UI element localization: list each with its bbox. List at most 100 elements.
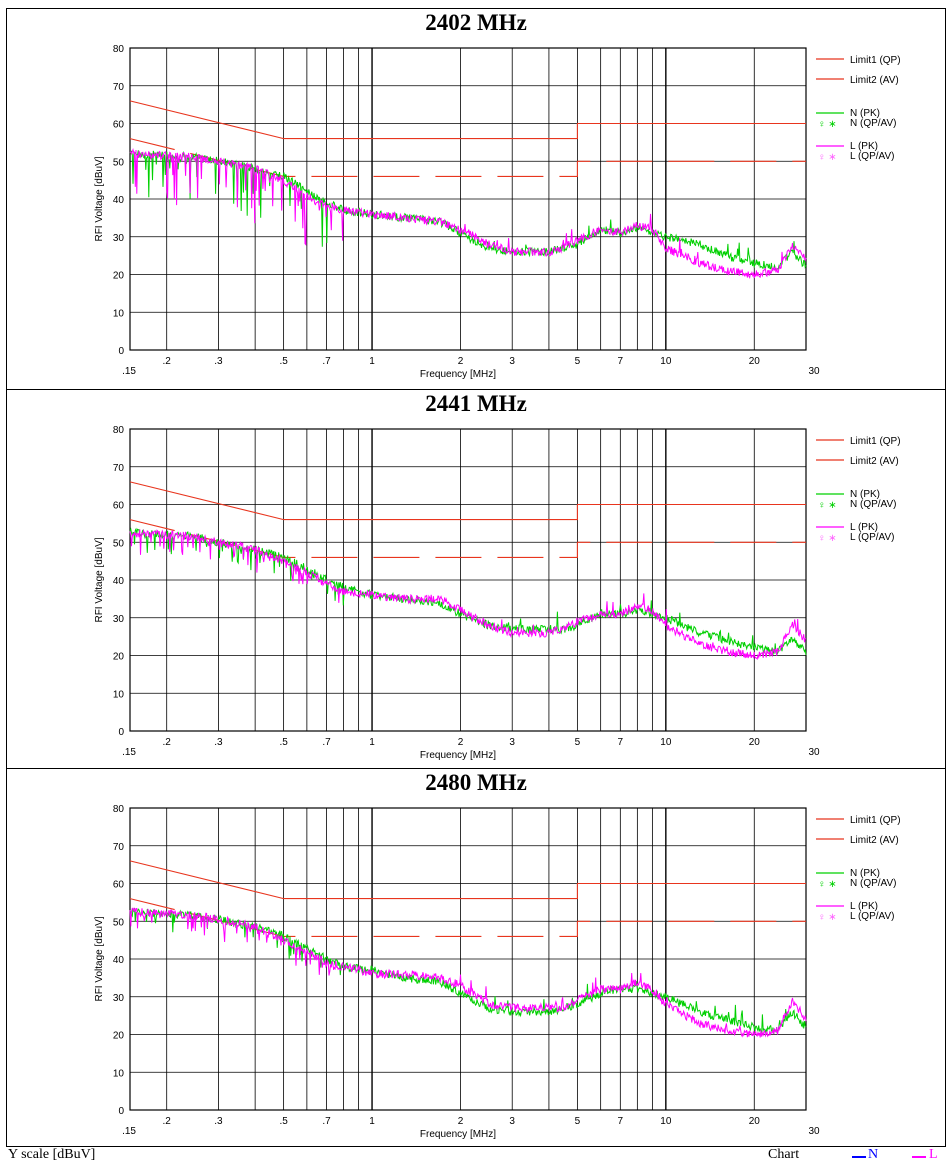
x-tick-label: 2 [458, 1116, 464, 1127]
x-tick-label: 1 [369, 356, 375, 367]
y-tick-label: 20 [113, 1031, 125, 1042]
report-footer: Y scale [dBuV] Chart N L [0, 1147, 948, 1167]
x-tick-label: .5 [279, 356, 288, 367]
footer-l-legend-line [912, 1156, 926, 1158]
limit-av-line [129, 898, 806, 937]
y-tick-label: 20 [113, 271, 125, 282]
x-tick-label: 10 [660, 356, 672, 367]
footer-n-legend-line [852, 1156, 866, 1158]
x-tick-label: 30 [808, 747, 820, 758]
x-tick-label: 20 [749, 737, 761, 748]
x-tick-label: .15 [122, 747, 136, 758]
x-tick-label: 2 [458, 737, 464, 748]
x-tick-label: 3 [509, 1116, 515, 1127]
chart-legend: Limit1 (QP) Limit2 (AV) N (PK) ♀ ∗ N (QP/AV)… [816, 55, 901, 163]
emission-chart-2441: 0 10 20 30 40 50 60 70 80 .15 .2 .3 .5 .7 1 2 3 5 7 10 20 30 F… [94, 425, 901, 761]
x-tick-label: .3 [214, 737, 223, 748]
x-tick-label: .3 [214, 1116, 223, 1127]
trace-n-pk [129, 907, 807, 1035]
trace-l-pk [129, 148, 807, 280]
legend-n-qpav-marker-icon: ♀ ∗ [818, 119, 837, 130]
y-tick-label: 40 [113, 195, 125, 206]
y-tick-label: 30 [113, 233, 125, 244]
y-tick-label: 70 [113, 463, 125, 474]
y-tick-label: 10 [113, 308, 125, 319]
y-axis-label: RFI Voltage [dBuV] [94, 916, 105, 1001]
y-tick-label: 50 [113, 157, 125, 168]
x-tick-label: 3 [509, 356, 515, 367]
y-axis-label: RFI Voltage [dBuV] [94, 537, 105, 622]
x-tick-label: 5 [575, 737, 581, 748]
y-axis-label: RFI Voltage [dBuV] [94, 156, 105, 241]
x-tick-label: .2 [163, 737, 172, 748]
limit-qp-line [129, 481, 806, 521]
footer-chart-label: Chart [768, 1147, 800, 1162]
chart-title-2441: 2441 MHz [425, 391, 527, 416]
x-tick-label: .7 [322, 1116, 331, 1127]
trace-l-pk [129, 528, 807, 661]
trace-l-pk [129, 907, 807, 1038]
y-tick-label: 20 [113, 652, 125, 663]
emission-chart-2480: 0 10 20 30 40 50 60 70 80 .15 .2 .3 .5 .7 1 2 3 5 7 10 20 30 F… [94, 804, 901, 1140]
legend-n-qpav-label: N (QP/AV) [850, 499, 896, 510]
legend-l-qpav-marker-icon: ♀ ∗ [818, 912, 837, 923]
x-tick-label: 20 [749, 356, 761, 367]
y-tick-label: 10 [113, 689, 125, 700]
x-tick-label: 7 [618, 1116, 624, 1127]
trace-n-pk [129, 527, 807, 656]
x-tick-label: 10 [660, 1116, 672, 1127]
legend-n-qpav-label: N (QP/AV) [850, 118, 896, 129]
plot-area-border [129, 428, 807, 732]
legend-l-qpav-label: L (QP/AV) [850, 151, 894, 162]
y-tick-label: 70 [113, 842, 125, 853]
x-tick-label: .2 [163, 356, 172, 367]
legend-limit2-label: Limit2 (AV) [850, 835, 899, 846]
legend-l-qpav-label: L (QP/AV) [850, 911, 894, 922]
legend-limit2-label: Limit2 (AV) [850, 456, 899, 467]
x-tick-label: .7 [322, 356, 331, 367]
x-tick-label: 7 [618, 737, 624, 748]
x-axis-label: Frequency [MHz] [420, 1129, 496, 1140]
limit-qp-line [129, 100, 806, 140]
limit-qp-line [129, 860, 806, 900]
legend-l-qpav-marker-icon: ♀ ∗ [818, 152, 837, 163]
chart-legend: Limit1 (QP) Limit2 (AV) N (PK) ♀ ∗ N (QP/AV)… [816, 436, 901, 544]
plot-area-border [129, 47, 807, 351]
legend-n-qpav-marker-icon: ♀ ∗ [818, 879, 837, 890]
x-tick-label: 30 [808, 1126, 820, 1137]
limit-av-line [129, 138, 806, 177]
y-tick-label: 70 [113, 82, 125, 93]
y-scale-note: Y scale [dBuV] [8, 1147, 96, 1162]
plot-area-border [129, 807, 807, 1111]
legend-limit1-label: Limit1 (QP) [850, 55, 901, 66]
y-tick-label: 60 [113, 501, 125, 512]
legend-n-pk-label: N (PK) [850, 868, 880, 879]
grid [129, 47, 807, 351]
legend-n-pk-label: N (PK) [850, 489, 880, 500]
legend-n-qpav-marker-icon: ♀ ∗ [818, 500, 837, 511]
trace-n-pk [129, 150, 807, 272]
x-tick-label: 10 [660, 737, 672, 748]
y-tick-label: 50 [113, 917, 125, 928]
y-tick-label: 60 [113, 880, 125, 891]
x-tick-label: 5 [575, 356, 581, 367]
y-tick-label: 0 [118, 1106, 124, 1117]
y-tick-label: 40 [113, 955, 125, 966]
x-tick-label: .2 [163, 1116, 172, 1127]
legend-limit2-label: Limit2 (AV) [850, 75, 899, 86]
y-tick-label: 80 [113, 425, 125, 436]
x-tick-label: 30 [808, 366, 820, 377]
x-tick-label: .5 [279, 737, 288, 748]
x-tick-label: 5 [575, 1116, 581, 1127]
x-tick-label: .15 [122, 366, 136, 377]
emission-chart-2402: 0 10 20 30 40 50 60 70 80 .15 .2 .3 .5 .7 1 2 3 5 7 10 20 30 F… [94, 44, 901, 380]
x-tick-label: .7 [322, 737, 331, 748]
y-tick-label: 30 [113, 614, 125, 625]
footer-l-legend-label: L [929, 1147, 938, 1162]
legend-l-qpav-label: L (QP/AV) [850, 532, 894, 543]
x-tick-label: .15 [122, 1126, 136, 1137]
x-tick-label: 3 [509, 737, 515, 748]
y-tick-label: 80 [113, 44, 125, 55]
legend-limit1-label: Limit1 (QP) [850, 436, 901, 447]
